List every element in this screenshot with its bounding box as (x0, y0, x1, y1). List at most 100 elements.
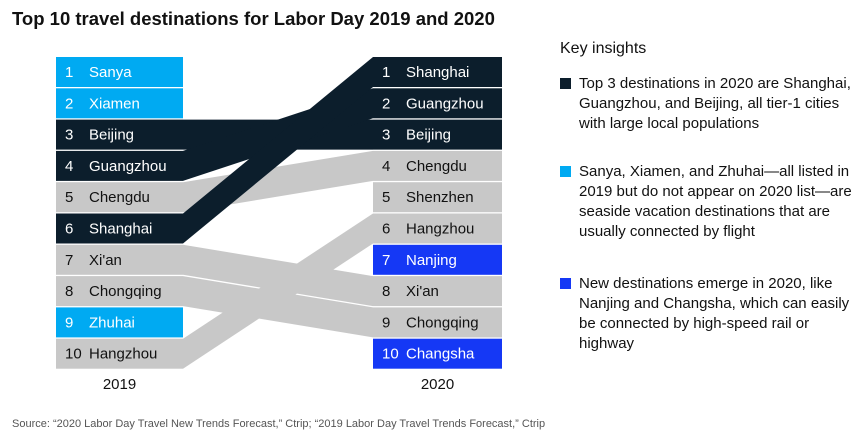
rank-label: 10 (382, 346, 399, 363)
rank-label: 7 (65, 252, 73, 269)
insight-tier1: Top 3 destinations in 2020 are Shanghai,… (560, 74, 860, 134)
bar-rect (56, 119, 183, 150)
city-label: Guangzhou (89, 158, 167, 175)
bar-2020-hangzhou: 6 Hangzhou (373, 213, 502, 244)
link-chongqing (183, 276, 373, 338)
bar-rect (373, 150, 502, 181)
bar-2019-guangzhou: 4 Guangzhou (56, 150, 183, 181)
city-label: Hangzhou (406, 221, 474, 238)
bar-rect (56, 244, 183, 275)
bar-2019-sanya: 1 Sanya (56, 57, 183, 87)
bar-2019-zhuhai: 9 Zhuhai (56, 307, 183, 338)
city-label: Guangzhou (406, 95, 484, 112)
bar-rect (373, 119, 502, 150)
rank-label: 6 (382, 221, 390, 238)
bar-2020-chengdu: 4 Chengdu (373, 150, 502, 181)
insight-tier1-swatch (560, 78, 571, 89)
rank-label: 9 (382, 314, 390, 331)
insight-seaside-text: Sanya, Xiamen, and Zhuhai—all listed in … (579, 163, 852, 240)
link-xi-an (183, 244, 373, 307)
bar-rect (373, 213, 502, 244)
insight-tier1-text: Top 3 destinations in 2020 are Shanghai,… (579, 75, 851, 132)
bar-2019-shanghai: 6 Shanghai (56, 213, 183, 244)
city-label: Changsha (406, 346, 475, 363)
bar-2019-xi-an: 7 Xi'an (56, 244, 183, 275)
city-label: Xiamen (89, 95, 140, 112)
insight-seaside: Sanya, Xiamen, and Zhuhai—all listed in … (560, 162, 860, 242)
city-label: Shenzhen (406, 189, 474, 206)
rank-label: 8 (65, 283, 73, 300)
key-insights-panel: Key insights Top 3 destinations in 2020 … (560, 40, 860, 354)
bar-2019-chengdu: 5 Chengdu (56, 182, 183, 213)
rank-label: 8 (382, 283, 390, 300)
year-label-2019: 2019 (103, 376, 136, 393)
bar-rect (56, 276, 183, 307)
rank-label: 1 (65, 64, 73, 81)
bar-rect (56, 338, 183, 369)
city-label: Xi'an (89, 252, 122, 269)
slope-chart: 1 Sanya 2 Xiamen 3 Beijing 4 Guangzhou 5 Chengdu 6… (56, 57, 502, 393)
rank-label: 2 (382, 95, 390, 112)
bar-2020-nanjing: 7 Nanjing (373, 244, 502, 275)
bar-2019-chongqing: 8 Chongqing (56, 276, 183, 307)
key-insights-heading: Key insights (560, 40, 647, 57)
bars-layer: 1 Sanya 2 Xiamen 3 Beijing 4 Guangzhou 5 Chengdu 6… (56, 57, 502, 369)
bar-rect (373, 57, 502, 87)
rank-label: 7 (382, 252, 390, 269)
insight-new-swatch (560, 278, 571, 289)
rank-label: 4 (382, 158, 390, 175)
rank-label: 3 (382, 127, 390, 144)
rank-label: 1 (382, 64, 390, 81)
bar-rect (56, 182, 183, 213)
insight-new-text: New destinations emerge in 2020, like Na… (579, 275, 850, 352)
bar-rect (56, 213, 183, 244)
rank-label: 10 (65, 346, 82, 363)
rank-label: 9 (65, 314, 73, 331)
city-label: Chongqing (89, 283, 162, 300)
bar-rect (56, 57, 183, 87)
bar-2020-guangzhou: 2 Guangzhou (373, 88, 502, 119)
city-label: Chongqing (406, 314, 479, 331)
bar-rect (56, 307, 183, 338)
bar-2019-beijing: 3 Beijing (56, 119, 183, 150)
city-label: Xi'an (406, 283, 439, 300)
bar-2020-shenzhen: 5 Shenzhen (373, 182, 502, 213)
city-label: Zhuhai (89, 314, 135, 331)
city-label: Beijing (89, 127, 134, 144)
year-label-2020: 2020 (421, 376, 454, 393)
chart-title: Top 10 travel destinations for Labor Day… (12, 8, 495, 29)
rank-label: 3 (65, 127, 73, 144)
bar-2019-hangzhou: 10 Hangzhou (56, 338, 183, 369)
city-label: Chengdu (89, 189, 150, 206)
bar-2020-beijing: 3 Beijing (373, 119, 502, 150)
bar-rect (373, 338, 502, 369)
city-label: Shanghai (406, 64, 469, 81)
bar-rect (373, 182, 502, 213)
rank-label: 6 (65, 221, 73, 238)
bar-2020-xi-an: 8 Xi'an (373, 276, 502, 307)
rank-label: 5 (65, 189, 73, 206)
insight-seaside-swatch (560, 166, 571, 177)
bar-rect (373, 276, 502, 307)
rank-label: 2 (65, 95, 73, 112)
bar-rect (56, 150, 183, 181)
city-label: Chengdu (406, 158, 467, 175)
link-shanghai (183, 57, 373, 244)
bar-2020-changsha: 10 Changsha (373, 338, 502, 369)
city-label: Nanjing (406, 252, 457, 269)
insight-new: New destinations emerge in 2020, like Na… (560, 274, 860, 354)
source-note: Source: “2020 Labor Day Travel New Trend… (12, 418, 546, 430)
rank-label: 5 (382, 189, 390, 206)
link-hangzhou (183, 213, 373, 369)
city-label: Sanya (89, 64, 132, 81)
bar-2020-chongqing: 9 Chongqing (373, 307, 502, 338)
city-label: Beijing (406, 127, 451, 144)
bar-rect (56, 88, 183, 119)
bar-2020-shanghai: 1 Shanghai (373, 57, 502, 87)
bar-2019-xiamen: 2 Xiamen (56, 88, 183, 119)
links-layer (183, 57, 373, 369)
bar-rect (373, 88, 502, 119)
bar-rect (373, 307, 502, 338)
city-label: Hangzhou (89, 346, 157, 363)
